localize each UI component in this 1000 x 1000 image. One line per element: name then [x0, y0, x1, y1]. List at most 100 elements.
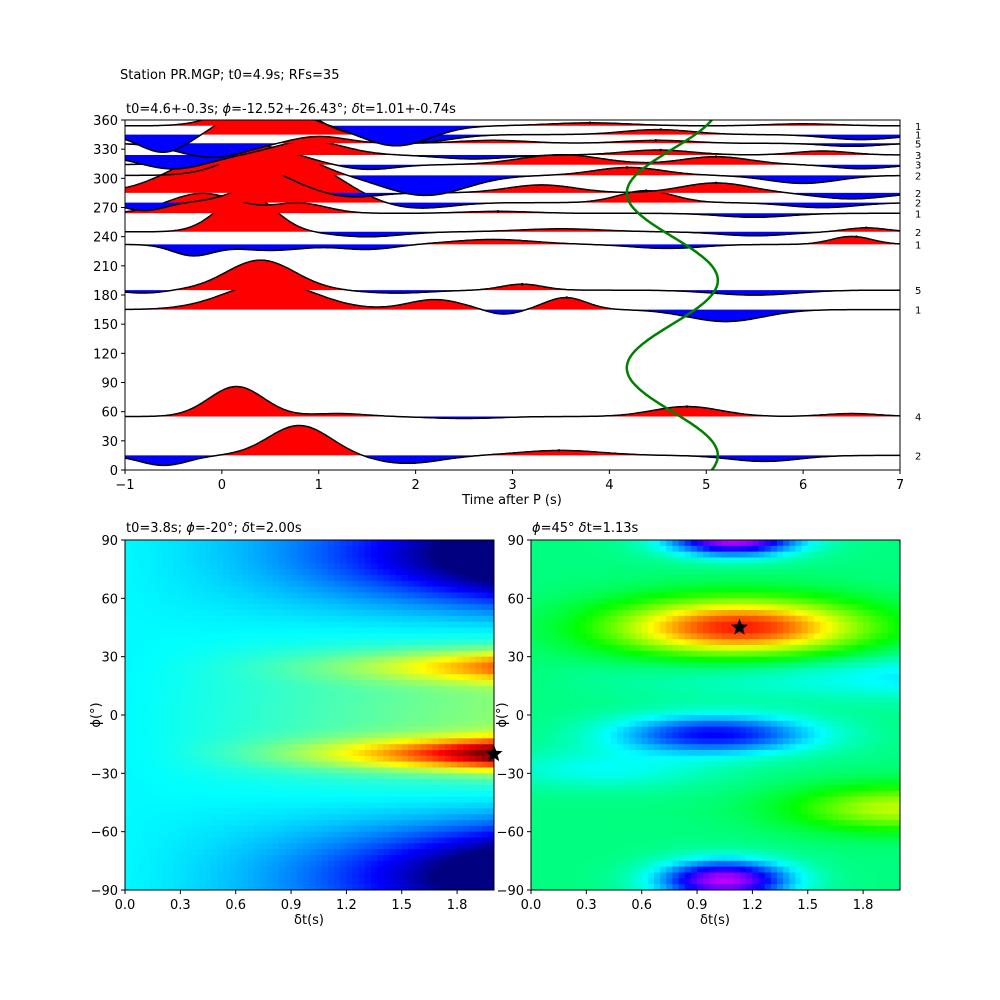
right-map-title: ϕ=45° δt=1.13s	[532, 521, 639, 536]
heatmap-cell	[426, 540, 434, 547]
heatmap-cell	[531, 639, 538, 646]
heatmap-cell	[149, 656, 157, 664]
heatmap-cell	[204, 598, 212, 605]
heatmap-cell	[401, 843, 409, 850]
heatmap-cell	[457, 726, 464, 734]
heatmap-cell	[438, 814, 446, 821]
heatmap-cell	[481, 831, 489, 839]
heatmap-cell	[475, 773, 483, 780]
heatmap-cell	[444, 645, 452, 652]
heatmap-cell	[567, 732, 575, 739]
heatmap-cell	[426, 720, 434, 728]
heatmap-cell	[450, 750, 458, 757]
heatmap-cell	[567, 685, 575, 693]
heatmap-cell	[371, 685, 378, 693]
heatmap-cell	[284, 785, 292, 792]
heatmap-cell	[475, 604, 483, 611]
heatmap-cell	[334, 831, 341, 839]
heatmap-cell	[395, 744, 403, 751]
heatmap-cell	[457, 633, 464, 640]
heatmap-cell	[155, 580, 163, 588]
heatmap-cell	[186, 650, 194, 658]
heatmap-cell	[211, 761, 218, 769]
heatmap-cell	[586, 779, 594, 786]
heatmap-cell	[168, 668, 175, 675]
heatmap-cell	[555, 575, 563, 582]
heatmap-cell	[180, 697, 188, 704]
heatmap-cell	[223, 691, 231, 699]
heatmap-cell	[211, 709, 218, 716]
heatmap-cell	[647, 557, 655, 564]
heatmap-cell	[580, 580, 587, 588]
heatmap-cell	[610, 685, 618, 693]
heatmap-cell	[438, 750, 446, 757]
heatmap-cell	[137, 744, 145, 751]
heatmap-cell	[143, 540, 151, 547]
heatmap-cell	[469, 569, 477, 576]
heatmap-cell	[407, 580, 415, 588]
heatmap-cell	[149, 615, 157, 623]
heatmap-cell	[235, 796, 243, 804]
heatmap-cell	[561, 557, 569, 564]
heatmap-cell	[438, 761, 446, 769]
heatmap-cell	[414, 738, 421, 745]
heatmap-cell	[278, 656, 286, 664]
heatmap-cell	[254, 656, 261, 664]
heatmap-cell	[457, 586, 464, 594]
heatmap-cell	[278, 837, 286, 844]
heatmap-cell	[315, 545, 323, 553]
heatmap-cell	[272, 709, 280, 716]
heatmap-cell	[149, 569, 157, 576]
heatmap-cell	[432, 575, 440, 582]
heatmap-cell	[487, 668, 494, 675]
heatmap-cell	[617, 720, 624, 728]
heatmap-cell	[549, 615, 557, 623]
heatmap-cell	[537, 674, 544, 681]
heatmap-cell	[229, 808, 237, 815]
heatmap-cell	[340, 680, 347, 687]
heatmap-cell	[487, 796, 494, 804]
heatmap-cell	[229, 796, 237, 804]
heatmap-cell	[463, 831, 470, 839]
heatmap-cell	[358, 808, 366, 815]
heatmap-cell	[586, 720, 594, 728]
heatmap-cell	[450, 680, 458, 687]
heatmap-cell	[641, 790, 649, 798]
heatmap-cell	[334, 773, 341, 780]
heatmap-cell	[641, 703, 649, 710]
heatmap-cell	[180, 720, 188, 728]
heatmap-cell	[125, 872, 132, 879]
heatmap-cell	[432, 820, 440, 827]
heatmap-cell	[561, 674, 569, 681]
heatmap-cell	[180, 621, 188, 629]
heatmap-cell	[580, 837, 587, 844]
heatmap-cell	[309, 551, 317, 559]
heatmap-cell	[647, 615, 655, 623]
heatmap-cell	[426, 545, 434, 553]
heatmap-cell	[629, 849, 637, 856]
heatmap-cell	[204, 779, 212, 786]
heatmap-cell	[487, 662, 494, 669]
heatmap-cell	[543, 866, 551, 874]
heatmap-cell	[586, 802, 594, 809]
heatmap-cell	[450, 569, 458, 576]
heatmap-cell	[137, 825, 145, 833]
heatmap-cell	[432, 785, 440, 792]
heatmap-cell	[198, 557, 206, 564]
heatmap-cell	[291, 866, 298, 874]
heatmap-cell	[137, 563, 145, 570]
heatmap-cell	[531, 674, 538, 681]
heatmap-cell	[537, 820, 544, 827]
heatmap-cell	[610, 849, 618, 856]
heatmap-cell	[647, 604, 655, 611]
heatmap-cell	[137, 860, 145, 868]
heatmap-cell	[364, 872, 372, 879]
heatmap-cell	[371, 831, 378, 839]
heatmap-cell	[198, 744, 206, 751]
heatmap-cell	[549, 767, 557, 774]
heatmap-cell	[623, 540, 630, 547]
heatmap-cell	[340, 615, 347, 623]
heatmap-cell	[598, 621, 606, 629]
heatmap-cell	[543, 615, 551, 623]
heatmap-cell	[340, 779, 347, 786]
